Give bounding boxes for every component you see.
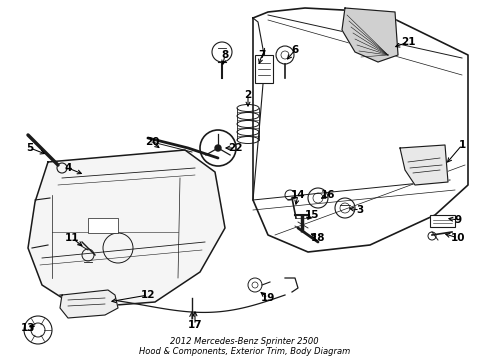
FancyBboxPatch shape: [429, 215, 454, 227]
Text: 7: 7: [258, 50, 265, 60]
Text: 11: 11: [64, 233, 79, 243]
Text: 22: 22: [227, 143, 242, 153]
Text: 9: 9: [453, 215, 461, 225]
Text: 15: 15: [304, 210, 319, 220]
Text: 21: 21: [400, 37, 414, 47]
FancyBboxPatch shape: [254, 55, 272, 83]
FancyBboxPatch shape: [88, 218, 118, 233]
Text: 2: 2: [244, 90, 251, 100]
Text: 1: 1: [457, 140, 465, 150]
Text: 2012 Mercedes-Benz Sprinter 2500
Hood & Components, Exterior Trim, Body Diagram: 2012 Mercedes-Benz Sprinter 2500 Hood & …: [139, 337, 349, 356]
Text: 3: 3: [356, 205, 363, 215]
Text: 8: 8: [221, 50, 228, 60]
Polygon shape: [341, 8, 397, 62]
Text: 20: 20: [144, 137, 159, 147]
Text: 18: 18: [310, 233, 325, 243]
Text: 16: 16: [320, 190, 335, 200]
Polygon shape: [28, 150, 224, 308]
Circle shape: [215, 145, 221, 151]
Polygon shape: [60, 290, 118, 318]
Text: 12: 12: [141, 290, 155, 300]
Text: 5: 5: [26, 143, 34, 153]
Text: 19: 19: [260, 293, 275, 303]
Text: 6: 6: [291, 45, 298, 55]
Polygon shape: [399, 145, 447, 185]
Text: 4: 4: [64, 163, 72, 173]
Text: 10: 10: [450, 233, 464, 243]
Text: 17: 17: [187, 320, 202, 330]
Text: 13: 13: [20, 323, 35, 333]
Text: 14: 14: [290, 190, 305, 200]
Polygon shape: [252, 8, 467, 252]
